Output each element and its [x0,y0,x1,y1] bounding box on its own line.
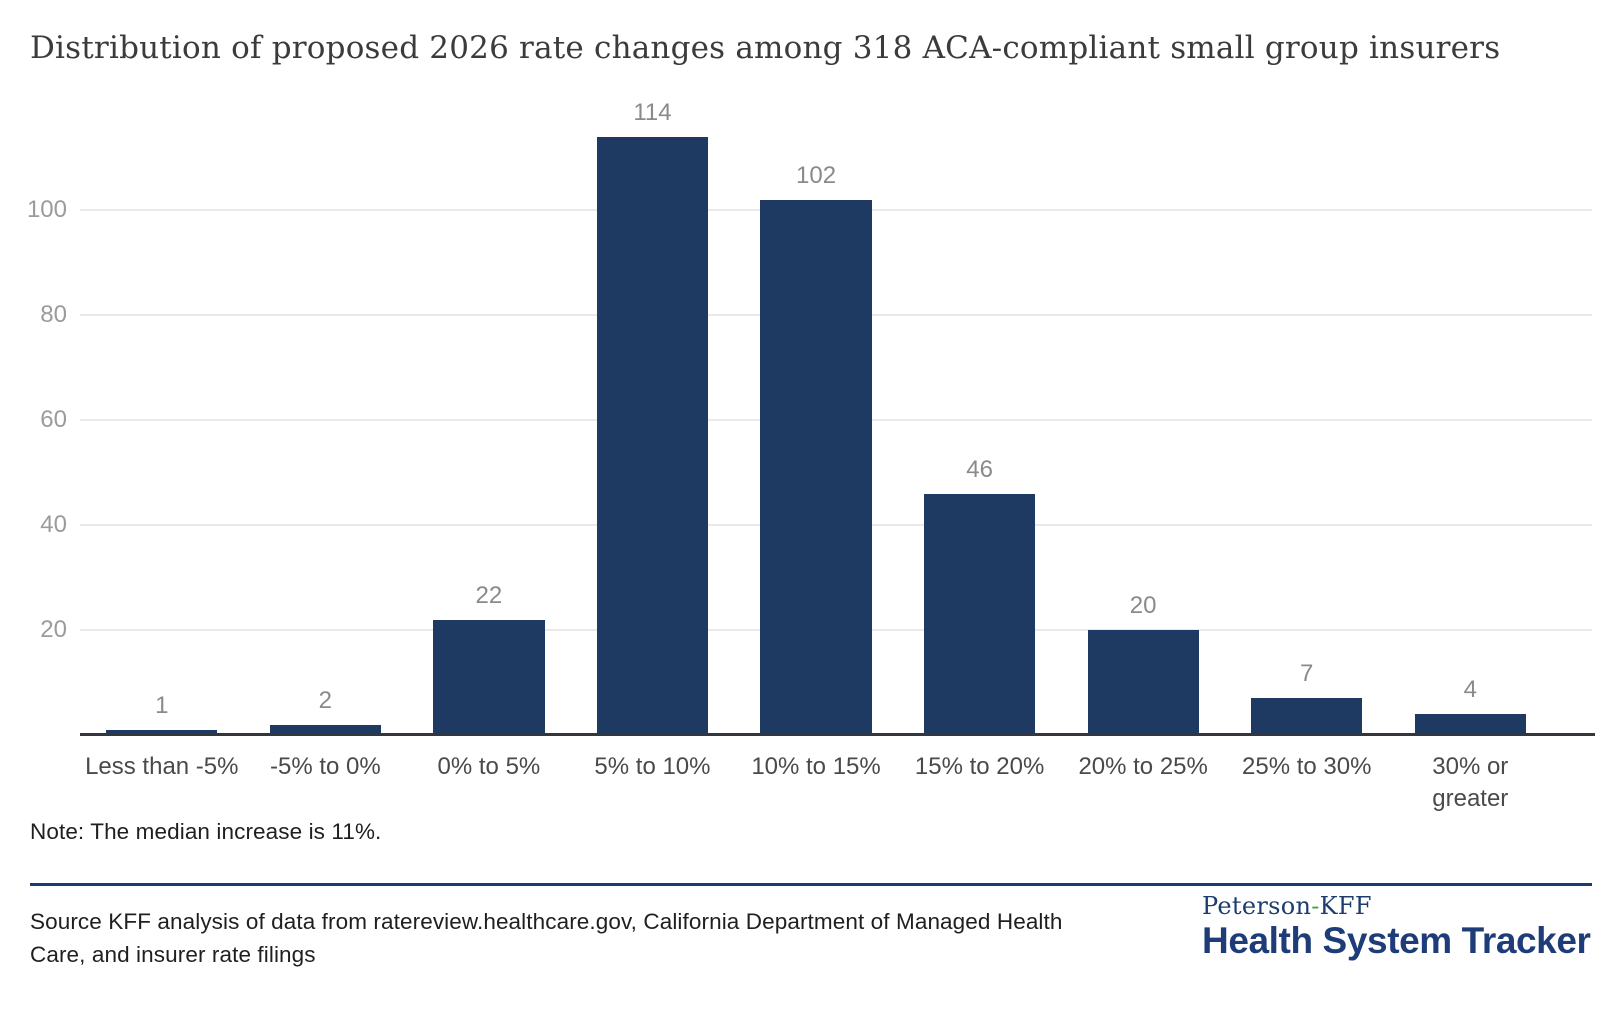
bar-value-label: 46 [966,455,993,483]
logo-brand: Peterson-KFF [1202,892,1592,920]
bar-group-3: 22 0% to 5% [407,105,571,780]
bar-group-1: 1 Less than -5% [80,105,244,780]
bar [923,493,1036,735]
chart-title: Distribution of proposed 2026 rate chang… [30,30,1501,66]
x-category-label: 30% or greater [1432,753,1509,813]
bar-group-4: 114 5% to 10% [571,99,735,781]
x-category-label: 5% to 10% [594,753,711,780]
x-category-label: -5% to 0% [269,753,381,780]
bar-value-label: 1 [155,691,169,719]
bars-row: 1 Less than -5% 2 -5% to 0% 22 0% to 5% 114 5% … [80,99,1553,812]
bar-group-6: 46 15% to 20% [898,105,1062,781]
source-text: Source KFF analysis of data from raterev… [30,909,1063,967]
y-tick-label-20: 20 [40,616,67,643]
bar-group-5: 102 10% to 15% [734,105,898,781]
x-category-label: 10% to 15% [751,753,881,780]
bar-group-2: 2 -5% to 0% [244,105,408,780]
bar-value-label: 20 [1129,592,1157,619]
bar-value-label: 102 [796,161,837,189]
bar [760,199,872,735]
x-category-label: 15% to 20% [914,753,1045,780]
y-tick-label-40: 40 [40,511,67,538]
x-category-label: 20% to 25% [1078,753,1208,780]
logo-brand-prefix: Peterson [1202,892,1312,920]
bar-value-label: 2 [318,686,333,714]
logo-brand-separator: - [1311,892,1320,920]
bar-value-label: 22 [475,581,503,609]
bar [1414,714,1526,735]
bar [433,619,545,735]
y-tick-label-100: 100 [26,196,67,223]
bar-group-9: 4 30% or greater [1389,105,1553,812]
bar [106,729,218,735]
bar-value-label: 7 [1300,660,1314,688]
bar [1251,698,1363,735]
peterson-kff-logo: Peterson-KFF Health System Tracker [1202,892,1592,961]
bar [1087,630,1199,735]
x-category-label: 0% to 5% [437,753,541,780]
plot-area: 20 40 60 80 100 1 Less than -5% 2 -5% to 0% 22 0% … [27,99,1592,812]
x-axis-line [80,733,1595,736]
logo-brand-suffix: KFF [1319,892,1372,920]
logo-wordmark: Health System Tracker [1202,920,1591,961]
footer-divider [30,883,1592,886]
bar-value-label: 114 [633,98,672,126]
bar [596,136,709,735]
x-category-label: Less than -5% [85,753,239,780]
bar-group-8: 7 25% to 30% [1225,105,1389,780]
bar [269,724,381,735]
bar-value-label: 4 [1463,676,1477,703]
chart-note: Note: The median increase is 11%. [30,819,382,844]
bar-group-7: 20 20% to 25% [1061,105,1225,780]
x-category-label: 25% to 30% [1242,753,1372,780]
y-tick-label-80: 80 [40,301,67,328]
y-tick-label-60: 60 [40,406,67,433]
